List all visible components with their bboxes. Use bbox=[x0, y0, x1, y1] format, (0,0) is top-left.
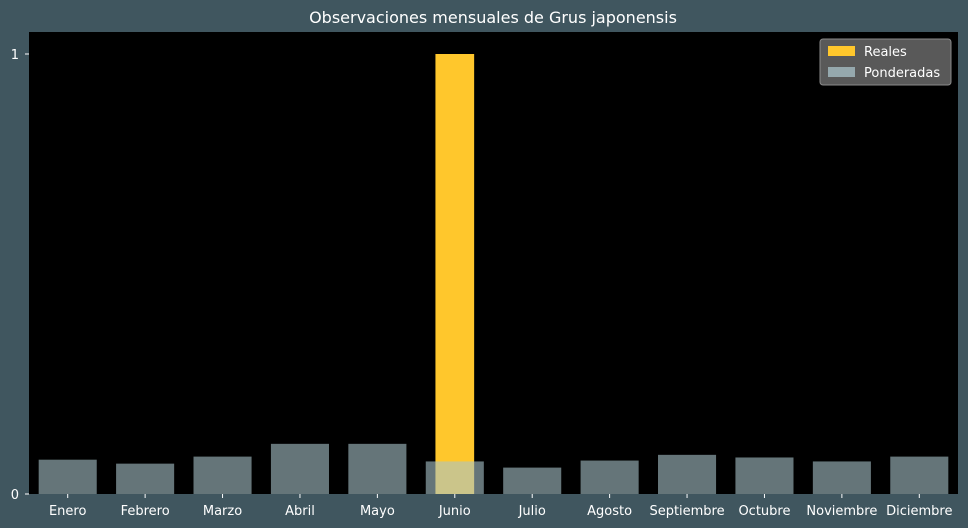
legend-swatch bbox=[828, 67, 855, 77]
x-tick-label: Diciembre bbox=[886, 504, 952, 519]
bar-weighted-abril bbox=[270, 443, 329, 494]
bar-real-junio bbox=[435, 54, 475, 494]
x-tick-label: Septiembre bbox=[649, 504, 724, 519]
x-tick-label: Agosto bbox=[587, 504, 632, 519]
x-tick-label: Junio bbox=[438, 504, 471, 519]
bar-weighted-marzo bbox=[193, 456, 252, 494]
x-tick-label: Noviembre bbox=[806, 504, 877, 519]
bar-weighted-octubre bbox=[735, 457, 794, 494]
bar-weighted-agosto bbox=[580, 460, 639, 494]
bar-weighted-julio bbox=[503, 467, 562, 494]
x-tick-label: Abril bbox=[285, 504, 315, 519]
bar-weighted-junio bbox=[425, 461, 484, 494]
legend: Reales Ponderadas bbox=[819, 38, 952, 86]
bars-real-group bbox=[435, 54, 475, 494]
plot-area bbox=[29, 32, 958, 494]
legend-label: Ponderadas bbox=[864, 66, 940, 81]
x-tick-label: Octubre bbox=[738, 504, 790, 519]
bar-weighted-febrero bbox=[116, 463, 175, 494]
x-tick-label: Julio bbox=[518, 504, 546, 519]
bar-weighted-enero bbox=[38, 459, 97, 494]
y-tick-label: 1 bbox=[11, 48, 19, 63]
bar-weighted-mayo bbox=[348, 443, 407, 494]
bar-weighted-septiembre bbox=[658, 454, 717, 494]
x-tick-label: Marzo bbox=[203, 504, 242, 519]
y-tick-label: 0 bbox=[11, 488, 19, 503]
x-tick-label: Febrero bbox=[121, 504, 170, 519]
bars-weighted-group bbox=[38, 443, 949, 494]
chart-title: Observaciones mensuales de Grus japonens… bbox=[309, 8, 677, 27]
x-axis: Enero Febrero Marzo Abril Mayo Junio Julio Agos… bbox=[49, 494, 952, 519]
legend-swatch bbox=[828, 46, 855, 56]
bar-weighted-noviembre bbox=[812, 461, 871, 494]
x-tick-label: Mayo bbox=[360, 504, 395, 519]
bar-weighted-diciembre bbox=[890, 456, 949, 494]
legend-label: Reales bbox=[864, 45, 907, 60]
x-tick-label: Enero bbox=[49, 504, 87, 519]
y-axis: 01 bbox=[11, 48, 29, 503]
